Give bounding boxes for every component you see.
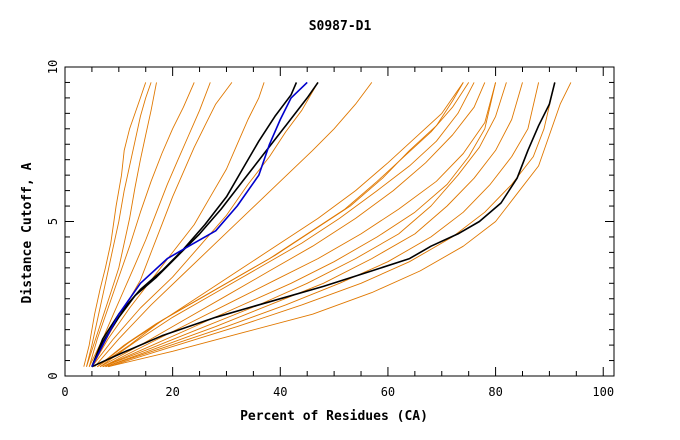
x-tick-label: 60 bbox=[381, 385, 395, 399]
series-line-c bbox=[86, 82, 157, 367]
series-line-n bbox=[99, 82, 486, 368]
series-line-t bbox=[107, 82, 556, 368]
x-tick-label: 20 bbox=[165, 385, 179, 399]
series-line-r bbox=[105, 82, 523, 368]
y-tick-label: 10 bbox=[46, 60, 60, 74]
series-line-a bbox=[83, 82, 147, 367]
series-line-o bbox=[102, 82, 497, 368]
x-tick-label: 100 bbox=[592, 385, 614, 399]
y-axis-label: Distance Cutoff, A bbox=[20, 162, 35, 303]
series-line-i bbox=[94, 82, 373, 367]
x-tick-label: 0 bbox=[61, 385, 68, 399]
series-line-p bbox=[102, 82, 497, 368]
series-line-s bbox=[105, 82, 540, 368]
series-line-u bbox=[107, 82, 572, 368]
series-line-g bbox=[91, 82, 265, 367]
series-line-d bbox=[88, 82, 195, 367]
series-line-h bbox=[91, 82, 319, 367]
y-tick-label: 5 bbox=[46, 218, 60, 225]
x-tick-label: 80 bbox=[488, 385, 502, 399]
series-line-m bbox=[99, 82, 475, 368]
series-line-q bbox=[102, 82, 507, 368]
x-axis-label: Percent of Residues (CA) bbox=[240, 409, 428, 424]
series-line-b bbox=[86, 82, 152, 367]
y-tick-label: 0 bbox=[46, 372, 60, 379]
series-line-l bbox=[97, 82, 464, 368]
series-line-k bbox=[97, 82, 464, 368]
series-line-j bbox=[97, 82, 470, 368]
series-line-e bbox=[88, 82, 211, 367]
chart-title: S0987-D1 bbox=[309, 19, 372, 34]
series-line-blue bbox=[91, 81, 308, 368]
x-tick-label: 40 bbox=[273, 385, 287, 399]
series-line-black3 bbox=[91, 82, 556, 368]
series-line-black2 bbox=[91, 81, 319, 368]
